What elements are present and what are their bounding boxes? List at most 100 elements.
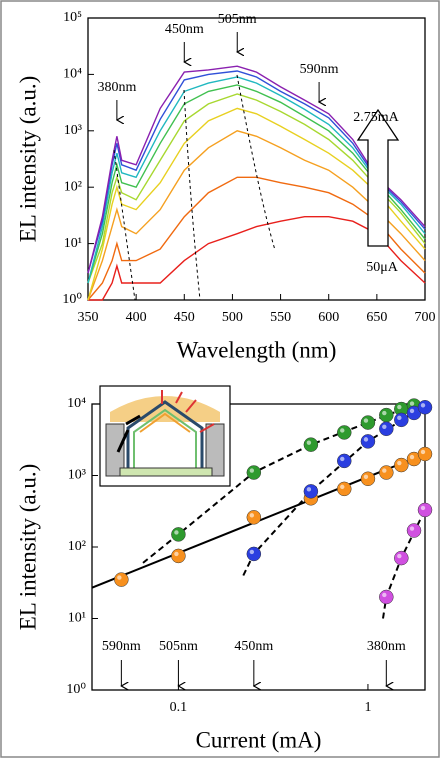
point-highlight — [397, 415, 402, 421]
current-arrow — [356, 108, 400, 247]
y-tick-label: 10¹ — [64, 236, 82, 251]
plot: 10⁰ 10¹ 10² 10³ 10⁴ 0.1 1 Current (mA) EL intens… — [15, 396, 433, 752]
point-highlight — [397, 553, 402, 559]
data-point — [337, 425, 352, 440]
data-point — [394, 457, 409, 473]
data-point — [417, 446, 433, 462]
point-highlight — [420, 505, 426, 511]
data-point — [246, 546, 262, 562]
data-point — [394, 412, 409, 428]
series-label: 450nm — [234, 639, 273, 654]
point-highlight — [340, 456, 345, 462]
spectrum-line — [87, 130, 426, 301]
x-axis-title: Current (mA) — [196, 727, 322, 752]
data-point — [114, 572, 129, 587]
y-axis-title: EL intensity (a.u.) — [15, 464, 40, 631]
data-point — [303, 437, 319, 452]
spectrum-line — [87, 107, 426, 301]
annotation-label: 505nm — [218, 12, 257, 27]
data-point — [246, 510, 262, 525]
point-highlight — [306, 487, 312, 492]
x-tick-label: 700 — [415, 310, 436, 325]
x-tick-label: 650 — [366, 310, 387, 325]
annotation-label: 590nm — [300, 62, 339, 77]
spectrum-line — [87, 76, 426, 284]
point-highlight — [382, 424, 387, 429]
y-tick-label: 10² — [68, 539, 86, 554]
y-tick-label: 10⁵ — [63, 10, 82, 25]
x-tick-label: 0.1 — [170, 700, 188, 715]
series-label: 590nm — [102, 639, 141, 654]
y-tick-label: 10¹ — [68, 611, 86, 626]
y-axis-title: EL intensity (a.u.) — [15, 76, 40, 243]
y-tick-label: 10² — [64, 179, 82, 194]
data-point — [360, 471, 376, 487]
spectrum-line — [88, 216, 426, 301]
point-highlight — [363, 418, 369, 423]
data-point — [360, 434, 376, 449]
data-point — [417, 502, 433, 518]
point-highlight — [363, 474, 369, 479]
point-highlight — [174, 551, 179, 557]
spectrum-line — [87, 176, 426, 301]
data-point — [246, 465, 262, 480]
data-point — [171, 527, 186, 542]
y-tick-label: 10³ — [68, 468, 86, 483]
fit-line — [142, 403, 417, 564]
point-highlight — [420, 449, 426, 455]
point-highlight — [409, 408, 415, 414]
spectrum-line — [87, 70, 426, 274]
point-highlight — [382, 592, 387, 598]
data-point — [379, 421, 394, 437]
x-tick-label: 500 — [222, 310, 243, 325]
point-highlight — [249, 549, 255, 555]
point-highlight — [306, 440, 312, 445]
series-label: 505nm — [159, 639, 198, 654]
point-highlight — [117, 575, 122, 580]
point-highlight — [397, 404, 402, 410]
y-tick-label: 10⁴ — [63, 67, 82, 82]
data-point — [337, 481, 352, 497]
point-highlight — [397, 460, 402, 466]
x-tick-label: 450 — [174, 310, 195, 325]
spectrum-line — [87, 65, 426, 274]
y-tick-label: 10⁰ — [66, 682, 86, 697]
current-high-label: 2.75mA — [353, 110, 399, 125]
data-point — [303, 484, 319, 499]
data-point — [171, 548, 186, 564]
spectrum-line — [87, 84, 426, 284]
annotation-label: 450nm — [165, 22, 204, 37]
point-highlight — [340, 484, 345, 490]
point-highlight — [249, 468, 255, 473]
y-tick-label: 10⁰ — [62, 292, 82, 307]
point-highlight — [174, 530, 179, 535]
point-highlight — [382, 410, 387, 416]
data-point — [406, 523, 422, 538]
spectrum-line — [87, 93, 426, 284]
x-axis-title: Wavelength (nm) — [177, 337, 337, 362]
point-highlight — [382, 468, 387, 473]
y-tick-label: 10³ — [64, 123, 82, 138]
point-highlight — [340, 428, 345, 433]
point-highlight — [409, 401, 415, 406]
point-highlight — [363, 437, 369, 442]
x-tick-label: 350 — [78, 310, 99, 325]
guide-line — [113, 149, 136, 301]
plot-frame — [87, 17, 426, 301]
guide-line — [183, 89, 201, 301]
x-tick-label: 550 — [270, 310, 291, 325]
y-tick-label: 10⁴ — [67, 396, 86, 411]
current-low-label: 50μA — [366, 260, 399, 275]
data-point — [360, 415, 376, 430]
point-highlight — [420, 403, 426, 408]
series-label: 380nm — [367, 639, 406, 654]
point-highlight — [409, 526, 415, 531]
data-point — [417, 400, 433, 415]
inset-schematic — [99, 385, 231, 487]
x-tick-label: 600 — [318, 310, 339, 325]
x-tick-label: 1 — [364, 700, 371, 715]
plot: 10⁰ 10¹ 10² 10³ 10⁴ 10⁵ 350 400 450 500 550 600 650 7… — [15, 10, 435, 362]
data-point — [337, 453, 352, 469]
data-point — [379, 589, 394, 605]
